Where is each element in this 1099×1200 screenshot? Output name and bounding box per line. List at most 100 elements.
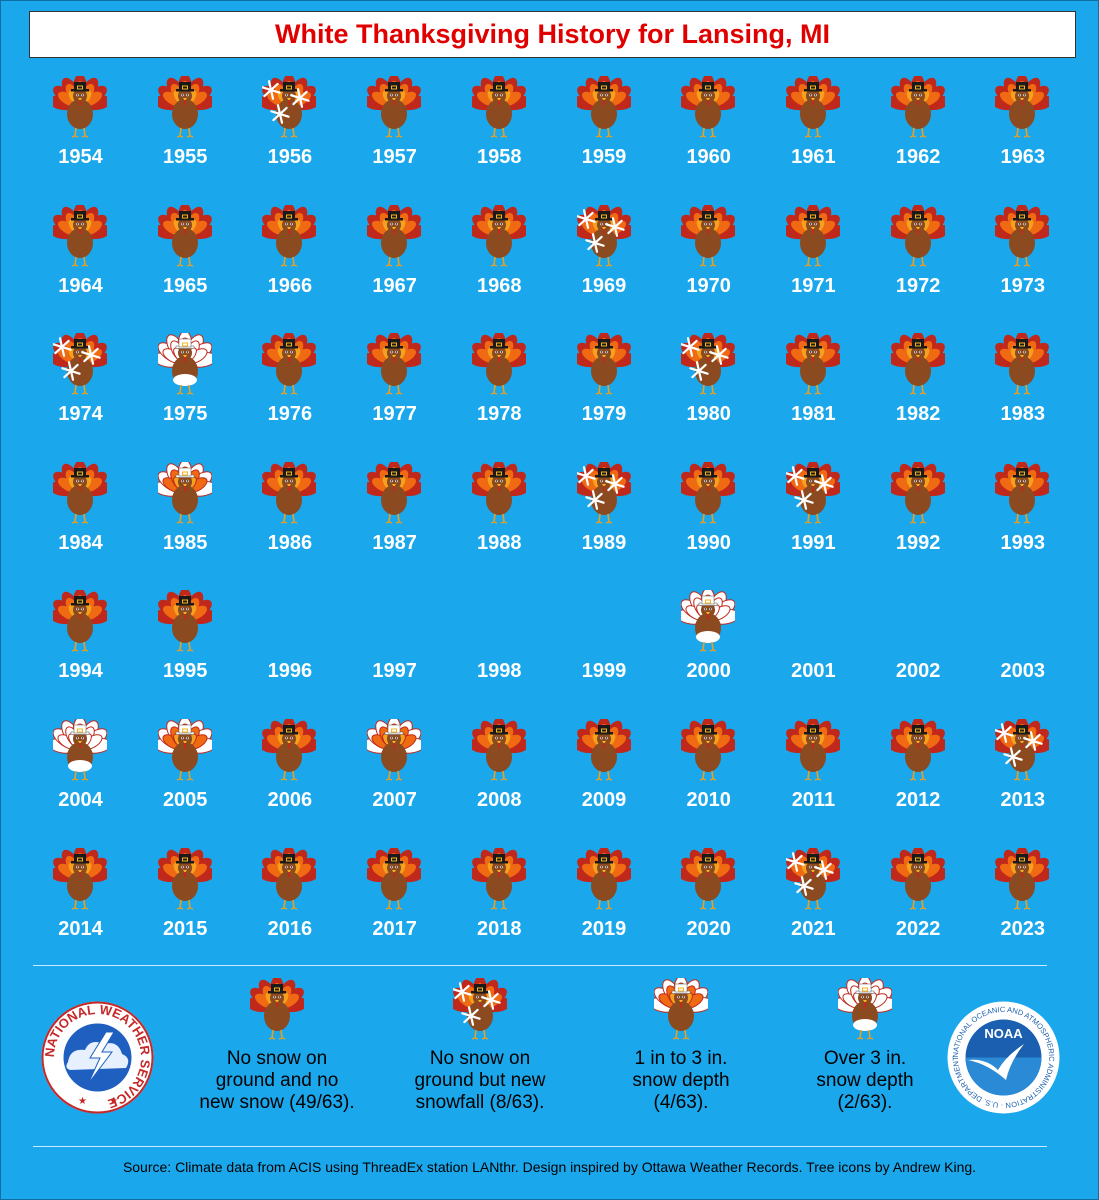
turkey-icon <box>890 461 945 524</box>
year-cell: 1992 <box>866 461 971 572</box>
turkey-icon <box>681 204 736 267</box>
year-cell: 1995 <box>133 590 238 700</box>
year-cell: 1990 <box>656 461 761 572</box>
year-label: 1963 <box>1000 146 1046 168</box>
year-label: 1993 <box>1000 531 1046 554</box>
year-label: 1980 <box>686 403 731 426</box>
turkey-icon <box>890 719 945 781</box>
turkey-icon <box>250 978 304 1040</box>
year-cell: 1975 <box>133 333 238 443</box>
year-label: 2011 <box>791 789 836 811</box>
year-cell: 2002 <box>866 590 971 700</box>
year-cell: 1963 <box>970 76 1075 186</box>
year-cell: 1999 <box>552 590 657 700</box>
snowy-turkey-icon <box>654 978 708 1040</box>
snowy-turkey-icon <box>157 719 212 781</box>
year-label: 1985 <box>162 531 208 554</box>
year-label: 1995 <box>162 660 208 683</box>
year-cell: 1993 <box>970 461 1075 572</box>
year-cell: 2007 <box>342 719 447 829</box>
year-label: 1957 <box>372 146 417 168</box>
year-cell: 1972 <box>866 204 971 315</box>
year-label: 2016 <box>267 917 313 940</box>
year-label: 2018 <box>477 917 522 940</box>
year-label: 1961 <box>791 146 836 168</box>
legend-label-line: No snow on <box>226 1048 328 1069</box>
turkey-snowflake-icon <box>262 76 317 138</box>
year-label: 1991 <box>791 531 836 554</box>
year-label: 1979 <box>581 403 627 426</box>
year-cell: 1964 <box>28 204 133 315</box>
turkey-icon <box>576 719 631 781</box>
turkey-icon <box>785 204 840 267</box>
turkey-icon <box>995 847 1050 910</box>
year-label: 1997 <box>372 660 417 683</box>
year-cell: 1955 <box>133 76 238 186</box>
year-cell: 2020 <box>656 847 761 958</box>
page-title: White Thanksgiving History for Lansing, … <box>274 19 831 49</box>
year-label: 2012 <box>895 789 941 811</box>
year-cell: 2023 <box>970 847 1075 958</box>
year-cell: 2008 <box>447 719 552 829</box>
year-label: 2014 <box>58 917 103 940</box>
year-cell: 2022 <box>866 847 971 958</box>
turkey-icon <box>471 76 526 138</box>
year-cell: 1958 <box>447 76 552 186</box>
year-cell: 1983 <box>970 333 1075 443</box>
year-label: 1987 <box>372 531 417 554</box>
turkey-icon <box>681 461 736 524</box>
turkey-snowflake-icon <box>453 978 507 1040</box>
turkey-icon <box>471 204 526 267</box>
year-cell: 2003 <box>970 590 1075 700</box>
turkey-icon <box>367 847 422 910</box>
year-label: 1982 <box>895 403 941 426</box>
year-cell: 1957 <box>342 76 447 186</box>
turkey-snowflake-icon <box>53 333 107 395</box>
year-cell: 1994 <box>28 590 133 700</box>
turkey-icon <box>890 333 945 395</box>
legend-label-line: snow depth <box>816 1070 914 1091</box>
legend-item: 1 in to 3 in. snow depth (4/63). <box>587 978 775 1114</box>
turkey-icon <box>367 204 422 267</box>
year-cell: 1978 <box>447 333 552 443</box>
turkey-snowflake-icon <box>576 204 631 267</box>
turkey-icon <box>53 461 107 524</box>
snowy-turkey-icon <box>681 590 736 653</box>
year-label: 1964 <box>58 274 103 297</box>
year-cell: 1987 <box>342 461 447 572</box>
legend-item: No snow on ground but new snowfall (8/63). <box>395 978 565 1114</box>
year-label: 1971 <box>791 274 836 297</box>
legend-label-line: (4/63). <box>653 1092 709 1113</box>
source-note: Source: Climate data from ACIS using Thr… <box>122 1159 977 1175</box>
snowy-turkey-icon <box>838 978 892 1040</box>
year-label: 2006 <box>267 789 313 811</box>
turkey-icon <box>576 333 631 395</box>
turkey-icon <box>262 847 317 910</box>
turkey-icon <box>471 333 526 395</box>
year-label: 2004 <box>58 789 103 811</box>
year-label: 1970 <box>686 274 731 297</box>
year-label: 2015 <box>162 917 208 940</box>
snowy-turkey-icon <box>53 719 107 781</box>
year-label: 1994 <box>58 660 103 683</box>
year-label: 1966 <box>267 274 313 297</box>
turkey-icon <box>262 204 317 267</box>
turkey-icon <box>367 333 422 395</box>
year-label: 1984 <box>58 531 103 554</box>
turkey-icon <box>262 719 317 781</box>
year-label: 1976 <box>267 403 313 426</box>
legend-label-line: snow depth <box>632 1070 730 1091</box>
year-label: 1999 <box>581 660 627 683</box>
year-cell: 2012 <box>866 719 971 829</box>
year-cell: 1959 <box>552 76 657 186</box>
year-cell: 1991 <box>761 461 866 572</box>
turkey-icon <box>471 461 526 524</box>
legend-label-line: ground but new <box>414 1070 546 1091</box>
legend-label-line: Over 3 in. <box>823 1048 907 1069</box>
year-label: 1973 <box>1000 274 1046 297</box>
year-cell: 1977 <box>342 333 447 443</box>
year-cell: 1970 <box>656 204 761 315</box>
legend-label-line: 1 in to 3 in. <box>634 1048 728 1069</box>
turkey-icon <box>681 76 736 138</box>
year-cell: 1965 <box>133 204 238 315</box>
